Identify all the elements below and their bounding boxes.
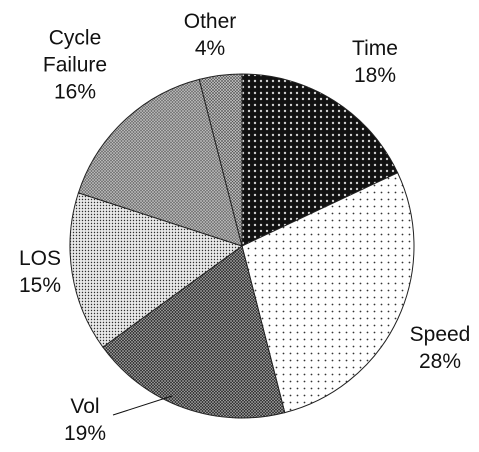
percent-label: 15% — [18, 274, 62, 297]
pie-slice — [241, 172, 415, 414]
pie-slice — [69, 192, 244, 348]
slice-label: LOS 15% — [19, 245, 61, 299]
percent-label: 19% — [63, 422, 107, 445]
leader-line — [112, 395, 173, 416]
pie-slice — [102, 245, 286, 419]
category-name: Speed — [409, 323, 471, 346]
pie-slice — [77, 78, 243, 247]
slice-label: Speed 28% — [410, 321, 471, 375]
category-name: Cycle Failure — [42, 26, 108, 77]
slice-label: Other 4% — [184, 8, 237, 62]
percent-label: 16% — [53, 80, 97, 104]
percent-label: 4% — [194, 37, 226, 60]
slice-label: Vol 19% — [64, 393, 106, 447]
slice-label: Time 18% — [352, 35, 398, 89]
category-name: Time — [352, 37, 398, 60]
pie-slice — [241, 73, 399, 247]
percent-label: 28% — [418, 350, 462, 373]
category-name: Vol — [70, 395, 100, 418]
category-name: LOS — [18, 247, 62, 270]
pie-slice — [198, 73, 243, 247]
category-name: Other — [183, 10, 237, 33]
percent-label: 18% — [353, 64, 397, 87]
slice-label: Cycle Failure 16% — [30, 25, 120, 106]
